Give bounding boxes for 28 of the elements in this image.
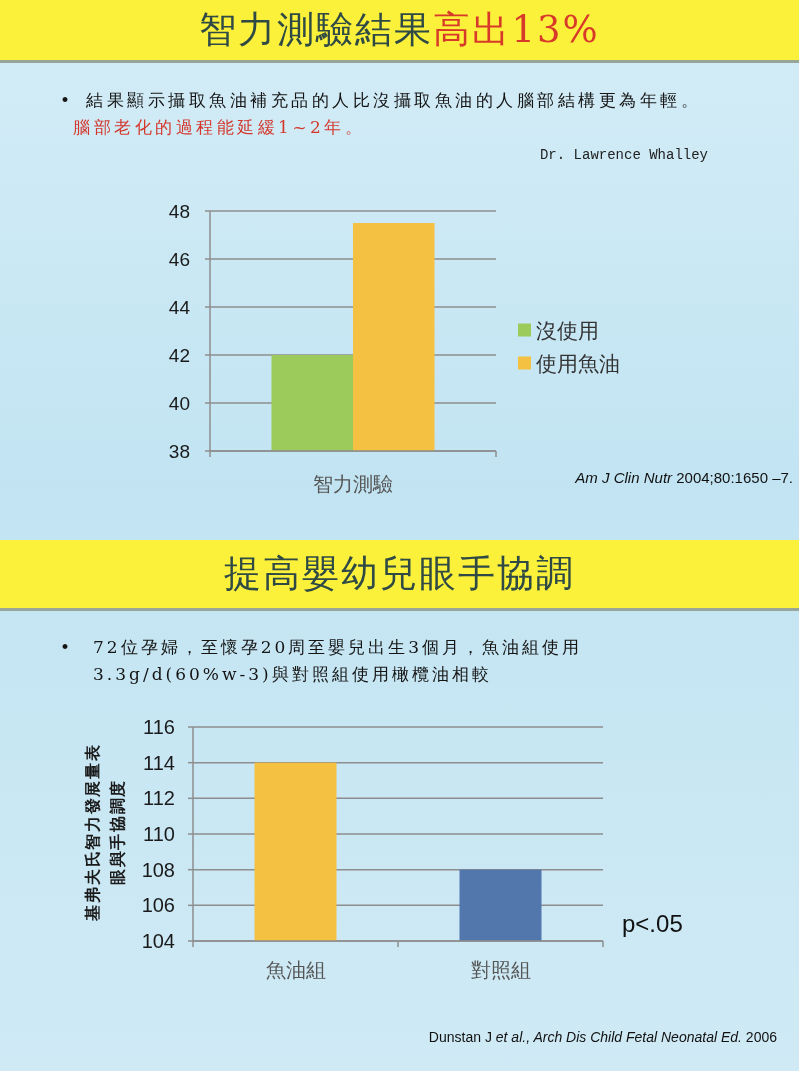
y-tick-label: 110 xyxy=(143,823,175,845)
x-tick-label: 智力測驗 xyxy=(313,473,393,495)
y-tick-label: 106 xyxy=(141,894,175,917)
chart-subtitle: • 72位孕婦，至懷孕20周至嬰兒出生3個月，魚油組使用3.3g/d(60%w-3)與對照組使用橄欖油相較 xyxy=(60,636,584,686)
y-axis-title: 基弗夫氏智力發展量表眼與手協調度 xyxy=(82,742,128,923)
legend-label: 使用魚油 xyxy=(536,351,620,375)
y-tick-label: 114 xyxy=(143,751,175,774)
chart-title: 提高嬰幼兒眼手協調 xyxy=(0,540,799,608)
y-tick-label: 46 xyxy=(168,248,190,270)
y-tick-label: 38 xyxy=(168,440,190,462)
y-tick-label: 112 xyxy=(143,787,175,810)
y-tick-label: 108 xyxy=(141,858,175,881)
y-tick-label: 40 xyxy=(168,392,190,414)
x-tick-label: 對照組 xyxy=(470,959,531,981)
y-tick-label: 48 xyxy=(168,200,190,222)
y-tick-label: 42 xyxy=(168,344,190,366)
y-tick-label: 116 xyxy=(143,716,175,738)
text: p<.05 xyxy=(622,909,683,939)
chart-subtitle: • 結果顯示攝取魚油補充品的人比沒攝取魚油的人腦部結構更為年輕。 xyxy=(60,89,702,112)
y-tick-label: 104 xyxy=(141,930,175,952)
text: Am J Clin Nutr 2004;80:1650 –7. xyxy=(575,468,793,488)
legend-label: 沒使用 xyxy=(536,318,599,342)
text: 腦部老化的過程能延緩1~2年。 xyxy=(73,116,366,139)
text: Dr. Lawrence Whalley xyxy=(539,146,708,165)
chart-title: 智力測驗結果高出13% xyxy=(0,0,799,60)
text: Dunstan J et al., Arch Dis Child Fetal Neonatal Ed. 2006 xyxy=(428,1028,777,1047)
y-tick-label: 44 xyxy=(168,296,191,318)
x-tick-label: 魚油組 xyxy=(265,959,326,981)
